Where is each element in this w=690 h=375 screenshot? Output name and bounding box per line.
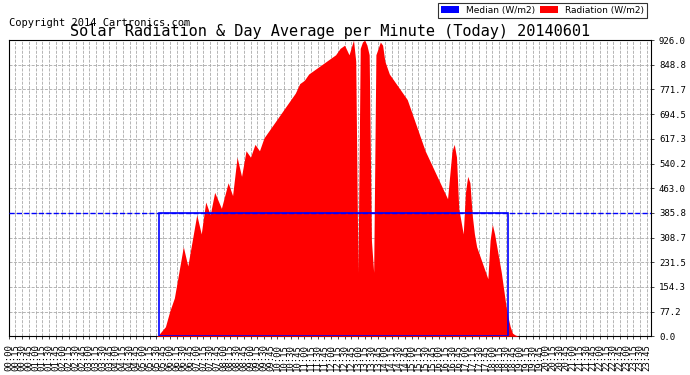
Text: Copyright 2014 Cartronics.com: Copyright 2014 Cartronics.com	[9, 18, 190, 28]
Bar	[159, 213, 508, 336]
Legend: Median (W/m2), Radiation (W/m2): Median (W/m2), Radiation (W/m2)	[438, 3, 647, 18]
Title: Solar Radiation & Day Average per Minute (Today) 20140601: Solar Radiation & Day Average per Minute…	[70, 24, 590, 39]
